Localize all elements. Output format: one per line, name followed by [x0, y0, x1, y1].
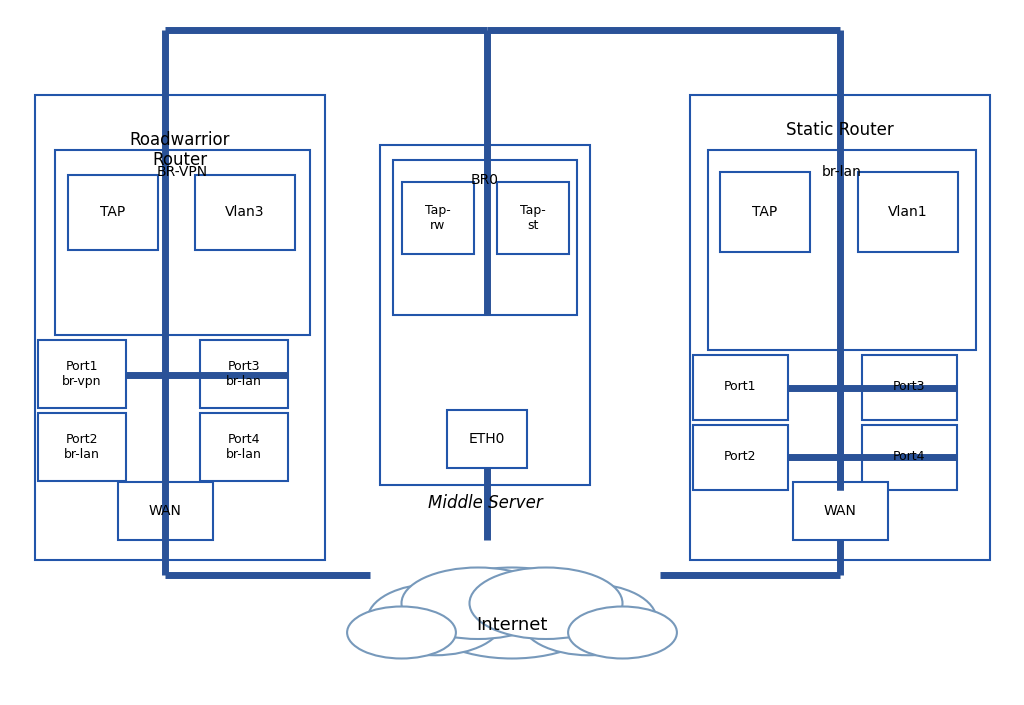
Bar [380, 145, 590, 485]
Bar [402, 182, 474, 254]
Text: Port2
br-lan: Port2 br-lan [65, 433, 100, 461]
Text: Middle Server: Middle Server [428, 494, 543, 512]
Bar [693, 355, 788, 420]
Bar [708, 150, 976, 350]
Text: Static Router: Static Router [786, 121, 894, 139]
Bar [118, 482, 213, 540]
Text: TAP: TAP [753, 205, 777, 219]
Ellipse shape [347, 606, 456, 658]
Bar [195, 175, 295, 250]
Bar [35, 95, 325, 560]
Bar [38, 340, 126, 408]
Bar [38, 413, 126, 481]
Bar [447, 410, 527, 468]
Bar [68, 175, 158, 250]
Bar [793, 482, 888, 540]
Bar [858, 172, 958, 252]
Ellipse shape [419, 568, 605, 658]
Bar [55, 150, 310, 335]
Bar [720, 172, 810, 252]
Bar [862, 355, 957, 420]
Text: Port1
br-vpn: Port1 br-vpn [62, 360, 101, 388]
Ellipse shape [520, 584, 656, 655]
Text: BR0: BR0 [471, 173, 499, 187]
Text: TAP: TAP [100, 205, 126, 219]
Text: Tap-
st: Tap- st [520, 204, 546, 232]
Bar [690, 95, 990, 560]
Text: Port2: Port2 [724, 450, 757, 463]
Text: Internet: Internet [476, 616, 548, 634]
Text: Vlan1: Vlan1 [888, 205, 928, 219]
Text: Roadwarrior
Router: Roadwarrior Router [130, 130, 230, 169]
Text: Port4
br-lan: Port4 br-lan [226, 433, 262, 461]
Bar [200, 340, 288, 408]
Ellipse shape [401, 568, 555, 639]
Text: Vlan3: Vlan3 [225, 205, 265, 219]
Ellipse shape [368, 584, 504, 655]
Text: Port3
br-lan: Port3 br-lan [226, 360, 262, 388]
Text: Port3: Port3 [893, 381, 926, 393]
Ellipse shape [568, 606, 677, 658]
Bar [693, 425, 788, 490]
Text: Port4: Port4 [893, 450, 926, 463]
Bar [497, 182, 569, 254]
Text: WAN: WAN [823, 504, 856, 518]
Text: BR-VPN: BR-VPN [157, 165, 208, 179]
Bar [393, 160, 577, 315]
Ellipse shape [469, 568, 623, 639]
Bar [200, 413, 288, 481]
Text: Port1: Port1 [724, 381, 757, 393]
Bar [862, 425, 957, 490]
Text: ETH0: ETH0 [469, 432, 505, 446]
Text: Tap-
rw: Tap- rw [425, 204, 451, 232]
Text: br-lan: br-lan [822, 165, 862, 179]
Text: WAN: WAN [148, 504, 181, 518]
